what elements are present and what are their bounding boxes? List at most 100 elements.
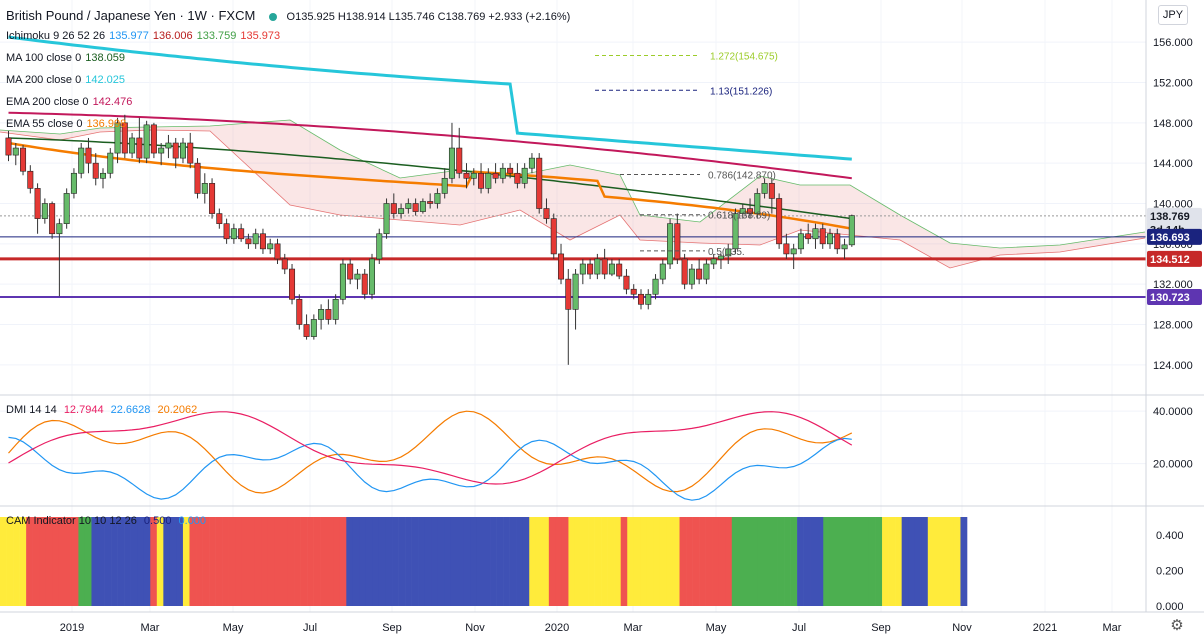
candle-body [667, 223, 674, 265]
price-badge [1147, 289, 1202, 306]
cam-bar [215, 517, 223, 606]
kumo-area [0, 120, 1145, 268]
cam-bar [927, 517, 935, 606]
candle-body [63, 193, 70, 224]
candle-body [754, 193, 761, 214]
cam-bar [810, 517, 818, 606]
cam-bar [529, 517, 537, 606]
cam-bar [130, 517, 138, 606]
cam-bar [78, 517, 86, 606]
indicator-name[interactable]: EMA 55 close 0 [6, 118, 83, 130]
candle-body [376, 233, 383, 260]
dmi-pane [0, 410, 1146, 501]
candle-body [267, 243, 274, 250]
cam-bar [84, 517, 92, 606]
cam-bar [849, 517, 857, 606]
price-badge [1147, 228, 1202, 245]
dmi-value-2: 22.6628 [110, 404, 151, 416]
cam-bar [947, 517, 955, 606]
candle-body [107, 152, 114, 174]
time-tick-label: Nov [465, 622, 485, 634]
time-tick-label: 2020 [545, 622, 569, 634]
symbol-title[interactable]: British Pound / Japanese Yen · 1W · FXCM [6, 8, 256, 23]
cam-bar [320, 517, 327, 606]
grid-lines [0, 0, 1146, 612]
settings-gear-icon[interactable]: ⚙ [1170, 617, 1184, 634]
candle-body [310, 319, 317, 337]
candle-body [390, 203, 397, 214]
cam-bar [111, 517, 118, 606]
cam-label[interactable]: CAM Indicator 10 10 12 26 [6, 515, 137, 527]
cam-bar [797, 517, 804, 606]
ema200-line [8, 111, 852, 180]
cam-bar [888, 517, 896, 606]
candle-body [201, 183, 208, 194]
time-tick-label: Jul [792, 622, 806, 634]
time-tick-label: 2019 [60, 622, 84, 634]
indicator-name[interactable]: MA 100 close 0 [6, 52, 82, 64]
candle-body [85, 147, 92, 164]
cam-bar [770, 517, 778, 606]
cam-bar [437, 517, 445, 606]
indicator-name[interactable]: Ichimoku 9 26 52 26 [6, 30, 106, 42]
indicator-value: 135.977 [109, 30, 149, 42]
candle-body [485, 172, 492, 189]
candle-body [812, 228, 819, 240]
cam-bar [13, 517, 20, 606]
candle-body [456, 147, 463, 174]
candle-body [332, 298, 339, 320]
fib-label: 0.618(138.89) [708, 211, 770, 222]
candle-body [5, 137, 12, 156]
senkou-span-a [0, 119, 1146, 249]
cam-bar [535, 517, 543, 606]
ma200-line [8, 35, 852, 161]
price-badge [1147, 207, 1202, 224]
cam-bar [418, 517, 425, 606]
cam-bar [868, 517, 876, 606]
cam-bar [365, 517, 373, 606]
cam-bar [228, 517, 236, 606]
indicator-name[interactable]: MA 200 close 0 [6, 74, 82, 86]
cam-bar [405, 517, 412, 606]
candle-body [558, 253, 565, 280]
candle-body [383, 203, 390, 235]
candle-body [827, 233, 834, 245]
candlesticks [5, 114, 855, 365]
cam-tick-label: 0.000 [1156, 601, 1184, 613]
candle-body [354, 273, 361, 280]
cam-bar [784, 517, 791, 606]
candle-body [129, 137, 136, 154]
time-tick-label: Sep [871, 622, 891, 634]
dmi-label[interactable]: DMI 14 14 [6, 404, 57, 416]
cam-bar [718, 517, 726, 606]
indicator-value: 133.759 [196, 30, 237, 42]
candle-body [179, 142, 186, 159]
status-dot-icon [268, 12, 277, 21]
cam-bar [816, 517, 824, 606]
cam-bar [450, 517, 458, 606]
cam-bar [633, 517, 641, 606]
cam-bar [6, 517, 14, 606]
time-tick-label: Nov [952, 622, 972, 634]
indicator-value: 136.006 [152, 30, 193, 42]
cam-bar [607, 517, 615, 606]
candle-body [209, 183, 216, 214]
cam-bar [398, 517, 406, 606]
time-tick-label: Jul [303, 622, 317, 634]
candle-body [652, 278, 659, 295]
cam-bar [581, 517, 589, 606]
indicator-name[interactable]: EMA 200 close 0 [6, 96, 89, 108]
cam-bar [875, 517, 883, 606]
candle-body [405, 203, 412, 209]
indicator-line: EMA 200 close 0 142.476 [6, 96, 136, 108]
indicator-line: MA 200 close 0 142.025 [6, 74, 129, 86]
chart-header: British Pound / Japanese Yen · 1W · FXCM… [6, 8, 574, 23]
candle-body [478, 172, 485, 189]
candle-body [92, 162, 99, 179]
candle-body [289, 268, 296, 300]
cam-bar [378, 517, 386, 606]
currency-button[interactable]: JPY [1158, 5, 1188, 25]
cam-bar [803, 517, 811, 606]
cam-bar [65, 517, 73, 606]
